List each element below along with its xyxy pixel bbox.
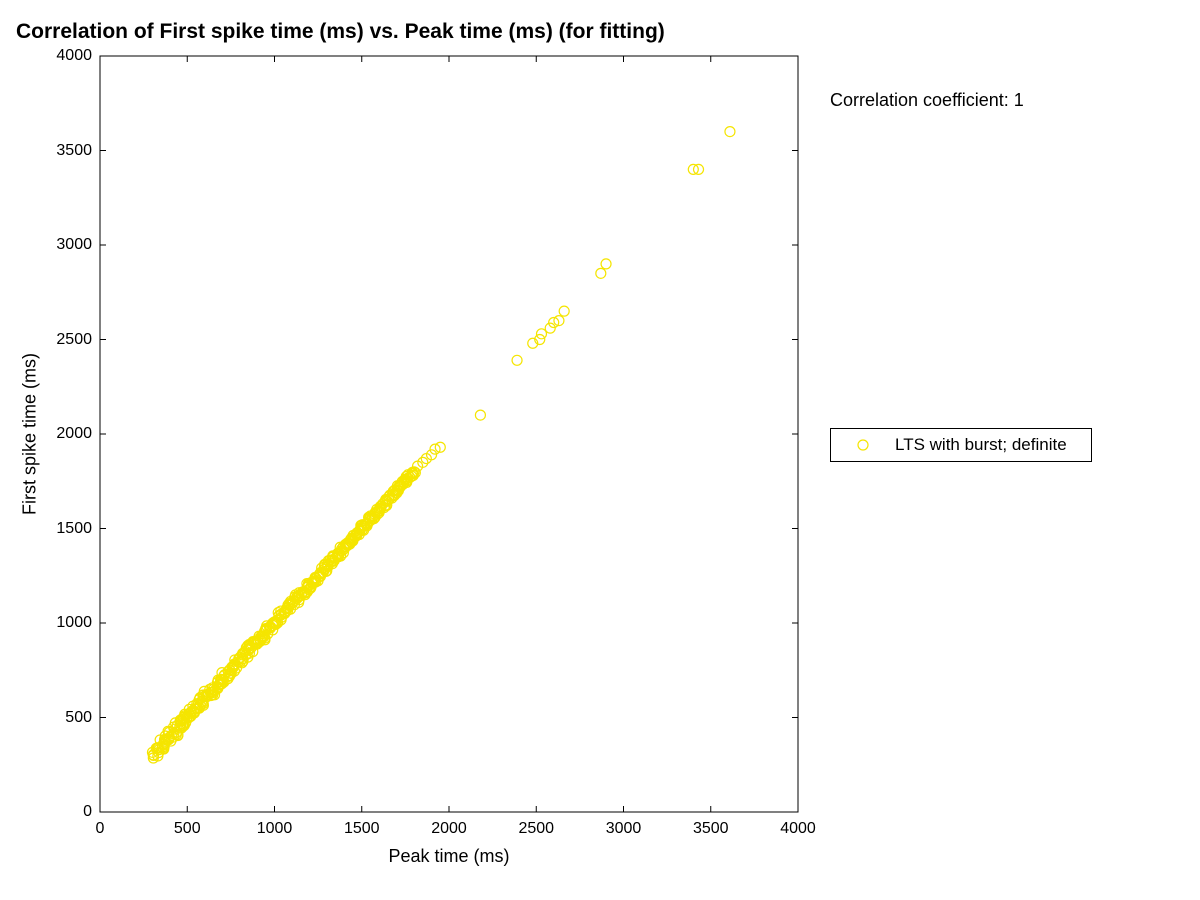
x-tick: 4000 [780, 820, 816, 838]
x-tick: 2500 [518, 820, 554, 838]
x-tick: 1500 [344, 820, 380, 838]
legend-box: LTS with burst; definite [830, 428, 1092, 462]
legend-item: LTS with burst; definite [831, 429, 1091, 461]
legend-marker [831, 439, 895, 451]
y-tick: 3500 [56, 142, 92, 160]
y-axis-label: First spike time (ms) [20, 353, 41, 515]
y-tick: 500 [65, 709, 92, 727]
y-tick: 2000 [56, 425, 92, 443]
legend-label: LTS with burst; definite [895, 435, 1081, 455]
y-tick: 1500 [56, 520, 92, 538]
x-tick: 3500 [693, 820, 729, 838]
y-tick: 0 [83, 803, 92, 821]
chart-container: Correlation of First spike time (ms) vs.… [0, 0, 1200, 900]
y-tick: 4000 [56, 47, 92, 65]
x-tick: 3000 [606, 820, 642, 838]
y-tick: 2500 [56, 331, 92, 349]
x-tick: 0 [96, 820, 105, 838]
x-tick: 500 [174, 820, 201, 838]
y-tick: 1000 [56, 614, 92, 632]
x-axis-label: Peak time (ms) [388, 846, 509, 867]
x-tick: 1000 [257, 820, 293, 838]
y-tick: 3000 [56, 236, 92, 254]
x-tick: 2000 [431, 820, 467, 838]
